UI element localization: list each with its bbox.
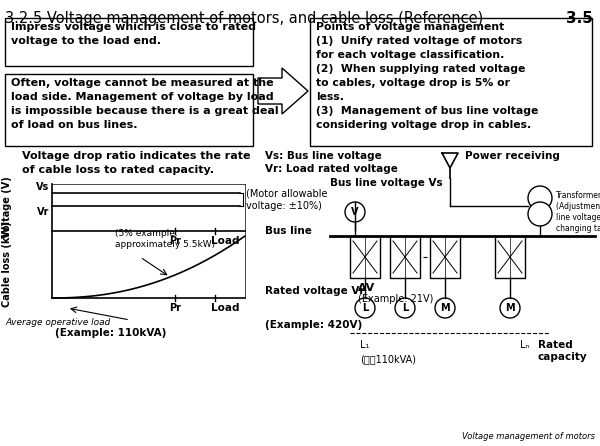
Text: Load: Load	[211, 303, 239, 313]
Text: V: V	[351, 207, 359, 217]
Text: 3.2.5 Voltage management of motors, and cable loss (Reference): 3.2.5 Voltage management of motors, and …	[5, 11, 483, 26]
Text: Lₙ: Lₙ	[520, 340, 530, 350]
Text: (Example: 420V): (Example: 420V)	[265, 320, 362, 330]
Circle shape	[435, 298, 455, 318]
Text: Vr: Load rated voltage: Vr: Load rated voltage	[265, 164, 398, 174]
Text: Points of voltage management
(1)  Unify rated voltage of motors
for each voltage: Points of voltage management (1) Unify r…	[316, 22, 538, 130]
Text: L: L	[402, 303, 408, 313]
Text: Pr: Pr	[169, 303, 181, 313]
Circle shape	[355, 298, 375, 318]
Text: Voltage management of motors: Voltage management of motors	[462, 432, 595, 441]
Text: Often, voltage cannot be measured at the
load side. Management of voltage by loa: Often, voltage cannot be measured at the…	[11, 78, 278, 130]
Text: L₁: L₁	[361, 340, 370, 350]
Text: M: M	[440, 303, 450, 313]
Text: Vs: Vs	[36, 182, 49, 192]
Text: Rated voltage Vr: Rated voltage Vr	[265, 286, 365, 296]
Circle shape	[528, 186, 552, 210]
Text: Impress voltage which is close to rated
voltage to the load end.: Impress voltage which is close to rated …	[11, 22, 256, 46]
Text: Vr: Vr	[37, 207, 49, 217]
Text: ΔV: ΔV	[358, 283, 375, 293]
Text: (Example: 21V): (Example: 21V)	[358, 294, 433, 304]
Text: (5% example:
approximately 5.5kW): (5% example: approximately 5.5kW)	[115, 229, 215, 249]
Text: (Example: 110kVA): (Example: 110kVA)	[55, 328, 166, 338]
Text: (例：110kVA): (例：110kVA)	[360, 354, 416, 364]
Text: 3.5: 3.5	[566, 11, 593, 26]
Circle shape	[345, 202, 365, 222]
Text: Voltage drop ratio indicates the rate
of cable loss to rated capacity.: Voltage drop ratio indicates the rate of…	[22, 151, 251, 175]
FancyBboxPatch shape	[350, 236, 380, 278]
Text: Cable loss (kW): Cable loss (kW)	[2, 222, 12, 307]
FancyBboxPatch shape	[390, 236, 420, 278]
FancyBboxPatch shape	[5, 74, 253, 146]
Text: L: L	[362, 303, 368, 313]
Text: Bus line voltage Vs: Bus line voltage Vs	[330, 178, 443, 188]
Polygon shape	[258, 68, 308, 114]
Text: Pr: Pr	[169, 236, 181, 246]
FancyBboxPatch shape	[495, 236, 525, 278]
Text: Average operative load: Average operative load	[5, 318, 110, 327]
Text: (Motor allowable
voltage: ±10%): (Motor allowable voltage: ±10%)	[246, 188, 328, 211]
Text: Load: Load	[211, 236, 239, 246]
FancyBboxPatch shape	[430, 236, 460, 278]
FancyBboxPatch shape	[5, 18, 253, 66]
Text: M: M	[505, 303, 515, 313]
Text: Vs: Bus line voltage: Vs: Bus line voltage	[265, 151, 382, 161]
Circle shape	[528, 202, 552, 226]
Circle shape	[500, 298, 520, 318]
Text: Power receiving: Power receiving	[465, 151, 560, 161]
Text: Rated
capacity: Rated capacity	[538, 340, 587, 363]
Text: Bus line: Bus line	[265, 226, 312, 236]
Circle shape	[395, 298, 415, 318]
Text: Voltage (V): Voltage (V)	[2, 177, 12, 238]
Text: Transformer
(Adjustment of bus
line voltage by
changing taps): Transformer (Adjustment of bus line volt…	[556, 191, 600, 233]
FancyBboxPatch shape	[310, 18, 592, 146]
